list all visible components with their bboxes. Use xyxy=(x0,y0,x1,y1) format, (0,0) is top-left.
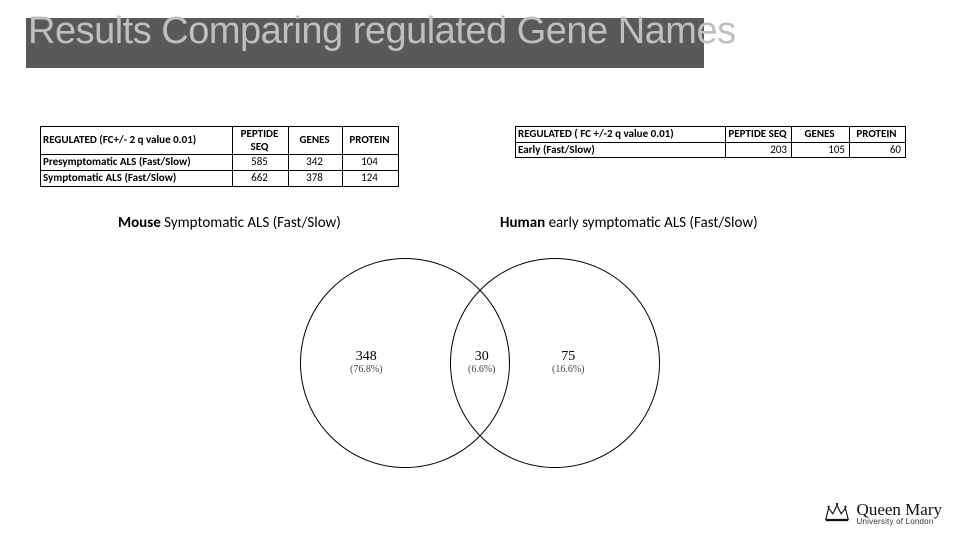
page-title: Results Comparing regulated Gene Names xyxy=(28,10,736,53)
logo-text: Queen Mary University of London xyxy=(857,501,942,526)
col-header: GENES xyxy=(289,127,343,155)
caption-bold: Human xyxy=(500,214,549,232)
caption-mouse: Mouse Symptomatic ALS (Fast/Slow) xyxy=(118,214,341,232)
cell: 585 xyxy=(233,155,289,171)
venn-pct: (6.6%) xyxy=(468,365,496,376)
logo-line1: Queen Mary xyxy=(857,501,942,518)
col-header: GENES xyxy=(792,127,850,143)
caption-human: Human early symptomatic ALS (Fast/Slow) xyxy=(500,214,758,232)
table-row: Symptomatic ALS (Fast/Slow) 662 378 124 xyxy=(41,170,399,186)
cell: 105 xyxy=(792,142,850,158)
cell: 104 xyxy=(343,155,399,171)
cell: 60 xyxy=(850,142,906,158)
row-label: Presymptomatic ALS (Fast/Slow) xyxy=(41,155,233,171)
venn-label-intersection: 30 (6.6%) xyxy=(468,350,496,375)
cell: 124 xyxy=(343,170,399,186)
col-header: PEPTIDE SEQ xyxy=(726,127,792,143)
table-row: Early (Fast/Slow) 203 105 60 xyxy=(516,142,906,158)
cell: 662 xyxy=(233,170,289,186)
col-header: REGULATED ( FC +/-2 q value 0.01) xyxy=(516,127,726,143)
venn-pct: (16.6%) xyxy=(552,365,585,376)
caption-rest: early symptomatic ALS (Fast/Slow) xyxy=(549,214,758,232)
queen-mary-logo: Queen Mary University of London xyxy=(823,499,942,528)
cell: 378 xyxy=(289,170,343,186)
col-header: PROTEIN xyxy=(343,127,399,155)
venn-label-right: 75 (16.6%) xyxy=(552,350,585,375)
cell: 342 xyxy=(289,155,343,171)
caption-bold: Mouse xyxy=(118,214,164,232)
venn-count: 348 xyxy=(350,350,383,365)
crown-icon xyxy=(823,499,851,528)
venn-count: 30 xyxy=(468,350,496,365)
col-header: PEPTIDE SEQ xyxy=(233,127,289,155)
caption-rest: Symptomatic ALS (Fast/Slow) xyxy=(164,214,341,232)
venn-pct: (76.8%) xyxy=(350,365,383,376)
row-label: Early (Fast/Slow) xyxy=(516,142,726,158)
table-row: Presymptomatic ALS (Fast/Slow) 585 342 1… xyxy=(41,155,399,171)
table-mouse: REGULATED (FC+/- 2 q value 0.01) PEPTIDE… xyxy=(40,126,399,187)
logo-line2: University of London xyxy=(857,518,942,526)
cell: 203 xyxy=(726,142,792,158)
venn-count: 75 xyxy=(552,350,585,365)
venn-diagram: 348 (76.8%) 30 (6.6%) 75 (16.6%) xyxy=(260,248,700,478)
col-header: PROTEIN xyxy=(850,127,906,143)
row-label: Symptomatic ALS (Fast/Slow) xyxy=(41,170,233,186)
venn-label-left: 348 (76.8%) xyxy=(350,350,383,375)
table-human: REGULATED ( FC +/-2 q value 0.01) PEPTID… xyxy=(515,126,906,158)
col-header: REGULATED (FC+/- 2 q value 0.01) xyxy=(41,127,233,155)
